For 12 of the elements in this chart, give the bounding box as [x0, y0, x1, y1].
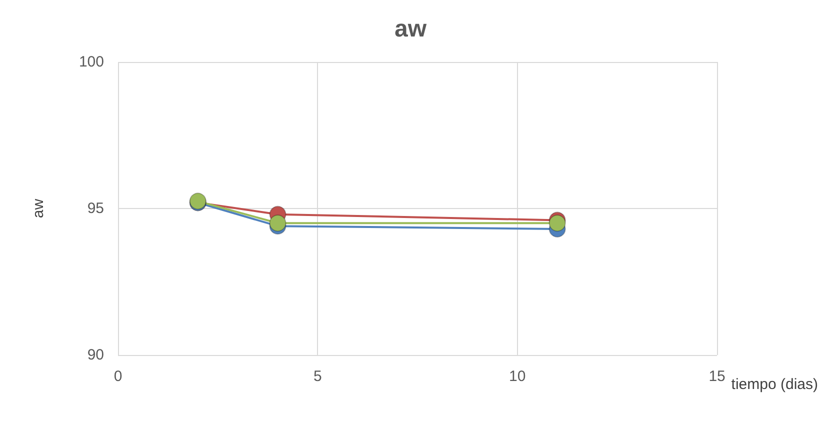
x-tick-label: 5: [314, 368, 322, 385]
y-tick-label: 95: [87, 200, 104, 217]
point: [269, 214, 286, 232]
point: [548, 214, 566, 232]
x-tick-label: 0: [114, 368, 122, 385]
y-tick-label: 90: [87, 346, 104, 364]
y-axis-title: aw: [30, 198, 47, 218]
x-tick-label: 15: [708, 368, 726, 385]
x-tick-label: 10: [509, 368, 526, 385]
x-axis-title: tiempo (dias): [731, 376, 818, 393]
chart-title: aw: [394, 16, 427, 42]
y-tick-label: 100: [78, 54, 104, 70]
